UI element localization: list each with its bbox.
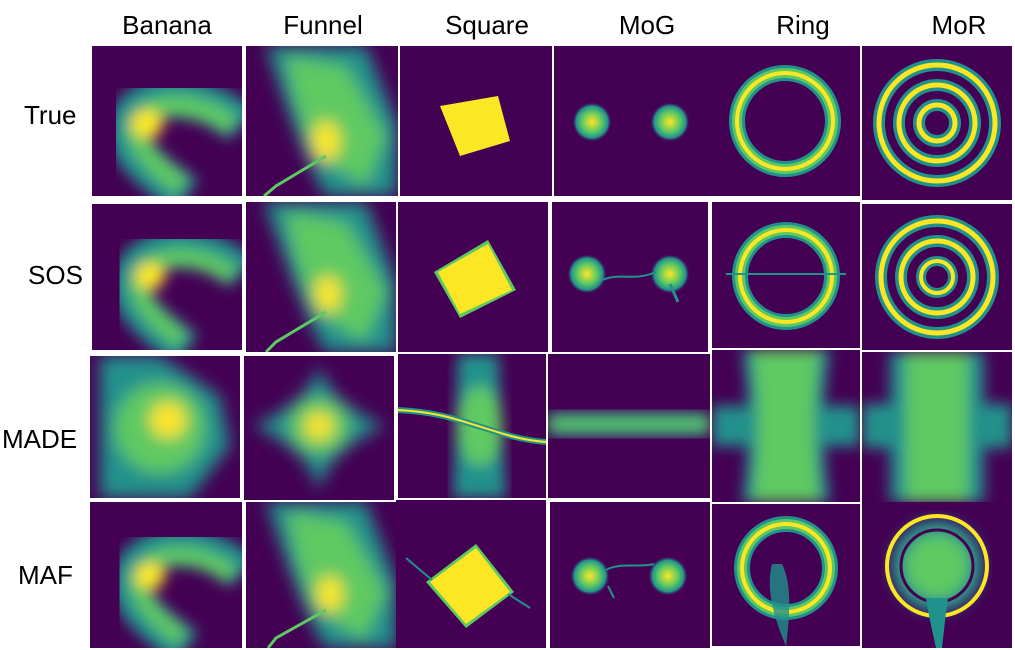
column-label-funnel: Funnel — [283, 10, 363, 40]
tile-maf-ring — [712, 504, 860, 646]
column-label-ring: Ring — [776, 10, 830, 40]
density-plot-sos-mor — [862, 204, 1012, 350]
tile-true-banana — [92, 46, 242, 196]
density-plot-made-square — [398, 354, 546, 498]
column-label-banana: Banana — [122, 10, 212, 40]
row-label-maf: MAF — [18, 560, 73, 590]
density-plot-true-funnel — [246, 46, 398, 196]
density-plot-maf-mog — [550, 502, 710, 648]
row-label-true: True — [24, 100, 77, 130]
density-plot-sos-ring — [712, 202, 860, 348]
tile-sos-mor — [862, 204, 1012, 350]
tile-maf-square — [396, 500, 546, 648]
density-plot-true-ring — [710, 46, 860, 196]
tile-true-mor — [862, 46, 1012, 200]
tile-made-mor — [862, 352, 1012, 502]
tile-sos-mog — [552, 202, 708, 352]
tile-maf-mog — [550, 502, 710, 648]
density-plot-maf-funnel — [246, 502, 396, 648]
tile-maf-banana — [90, 502, 242, 648]
tile-true-ring — [710, 46, 860, 196]
tile-maf-funnel — [246, 502, 396, 648]
density-plot-made-mog — [548, 354, 710, 498]
density-plot-sos-mog — [552, 202, 708, 352]
tile-maf-mor — [862, 502, 1012, 648]
density-plot-maf-mor — [862, 502, 1012, 648]
density-plot-sos-funnel — [246, 202, 396, 352]
density-plot-maf-ring — [712, 504, 860, 646]
density-plot-true-banana — [92, 46, 242, 196]
density-plot-maf-square — [396, 500, 546, 648]
row-label-made: MADE — [2, 424, 78, 454]
row-label-sos: SOS — [28, 260, 83, 290]
column-label-square: Square — [445, 10, 529, 40]
tile-made-funnel — [244, 356, 394, 500]
tile-sos-banana — [92, 204, 242, 350]
tile-made-ring — [712, 350, 860, 502]
column-label-mog: MoG — [618, 10, 676, 40]
density-plot-true-mog — [554, 46, 710, 196]
density-plot-sos-square — [398, 202, 548, 352]
density-plot-sos-banana — [92, 204, 242, 350]
tile-true-mog — [554, 46, 710, 196]
density-plot-true-square — [400, 46, 552, 196]
tile-made-banana — [90, 356, 240, 498]
density-plot-made-mor — [862, 352, 1012, 502]
tile-true-funnel — [246, 46, 398, 196]
column-label-mor: MoR — [931, 10, 987, 40]
density-plot-made-banana — [90, 356, 240, 498]
tile-sos-square — [398, 202, 548, 352]
tile-made-square — [398, 354, 546, 498]
density-plot-made-ring — [712, 350, 860, 502]
density-plot-maf-banana — [90, 502, 242, 648]
density-plot-made-funnel — [244, 356, 394, 500]
tile-sos-funnel — [246, 202, 396, 352]
density-plot-true-mor — [862, 46, 1012, 200]
tile-true-square — [400, 46, 552, 196]
tile-sos-ring — [712, 202, 860, 348]
tile-made-mog — [548, 354, 710, 498]
